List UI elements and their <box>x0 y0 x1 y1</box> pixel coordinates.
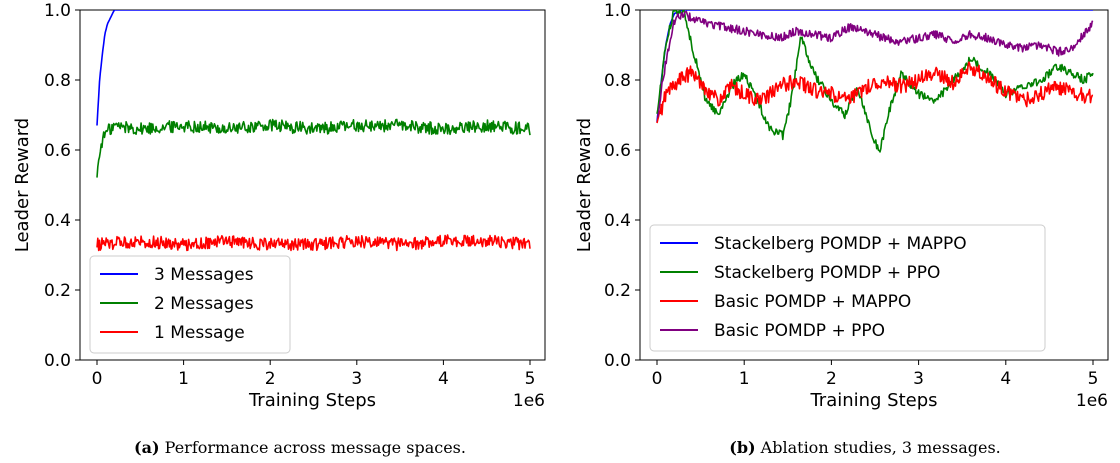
y-tick-label: 0.0 <box>604 351 631 371</box>
x-tick-label: 4 <box>438 369 449 389</box>
x-tick-label: 4 <box>1000 369 1011 389</box>
series-line-3 <box>96 234 531 252</box>
x-scale-label: 1e6 <box>513 391 545 411</box>
legend-box <box>89 255 291 354</box>
figure-caption: (a) Performance across message spaces. <box>134 438 466 457</box>
x-tick-label: 0 <box>652 369 663 389</box>
legend-label: 3 Messages <box>154 265 254 285</box>
y-tick-label: 1.0 <box>44 1 71 21</box>
x-tick-label: 2 <box>265 369 276 389</box>
x-tick-label: 5 <box>1088 369 1099 389</box>
x-axis-label: Training Steps <box>809 390 937 411</box>
x-tick-label: 1 <box>739 369 750 389</box>
y-tick-label: 1.0 <box>604 1 631 21</box>
x-tick-label: 5 <box>525 369 536 389</box>
x-axis-label: Training Steps <box>248 390 376 411</box>
y-tick-label: 0.6 <box>44 141 71 161</box>
y-tick-label: 0.8 <box>604 71 631 91</box>
x-scale-label: 1e6 <box>1076 391 1108 411</box>
x-tick-label: 1 <box>178 369 189 389</box>
series-line-3 <box>656 61 1094 124</box>
y-tick-label: 0.2 <box>44 281 71 301</box>
y-axis-label: Leader Reward <box>12 118 33 252</box>
y-tick-label: 0.2 <box>604 281 631 301</box>
y-tick-label: 0.0 <box>44 351 71 371</box>
caption-label: (b) <box>729 438 755 457</box>
y-tick-label: 0.4 <box>604 211 631 231</box>
series-line-2 <box>96 118 531 178</box>
caption-text: Ablation studies, 3 messages. <box>756 438 1001 457</box>
legend-label: 2 Messages <box>154 294 254 314</box>
x-tick-label: 0 <box>92 369 103 389</box>
y-tick-label: 0.6 <box>604 141 631 161</box>
plot-area <box>96 10 531 252</box>
x-tick-label: 3 <box>913 369 924 389</box>
series-line-4 <box>656 10 1094 118</box>
legend-label: Basic POMDP + MAPPO <box>714 292 911 312</box>
plot-area <box>656 10 1094 153</box>
legend-box <box>649 224 1046 352</box>
x-tick-label: 3 <box>351 369 362 389</box>
series-line-1 <box>96 10 530 126</box>
y-tick-label: 0.8 <box>44 71 71 91</box>
legend-label: Stackelberg POMDP + MAPPO <box>714 234 967 254</box>
figure-caption: (b) Ablation studies, 3 messages. <box>729 438 1000 457</box>
x-tick-label: 2 <box>826 369 837 389</box>
legend-label: Basic POMDP + PPO <box>714 321 885 341</box>
legend-label: Stackelberg POMDP + PPO <box>714 263 940 283</box>
caption-text: Performance across message spaces. <box>160 438 466 457</box>
y-tick-label: 0.4 <box>44 211 71 231</box>
legend-label: 1 Message <box>154 323 245 343</box>
caption-label: (a) <box>134 438 160 457</box>
y-axis-label: Leader Reward <box>574 118 595 252</box>
